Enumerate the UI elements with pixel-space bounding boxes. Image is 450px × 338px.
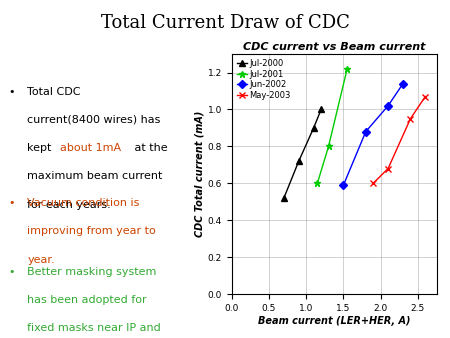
Text: fixed masks near IP and: fixed masks near IP and bbox=[27, 323, 161, 333]
Jul-2001 bbox=[326, 144, 331, 148]
Jul-2000 bbox=[281, 196, 287, 200]
Line: May-2003: May-2003 bbox=[370, 93, 428, 187]
X-axis label: Beam current (LER+HER, A): Beam current (LER+HER, A) bbox=[258, 316, 410, 325]
Y-axis label: CDC Total current (mA): CDC Total current (mA) bbox=[195, 111, 205, 237]
Text: •: • bbox=[9, 267, 15, 276]
Jul-2001 bbox=[315, 181, 320, 185]
Text: Better masking system: Better masking system bbox=[27, 267, 157, 276]
Jul-2000 bbox=[311, 126, 316, 130]
May-2003 bbox=[423, 95, 428, 99]
Jun-2002 bbox=[400, 81, 406, 86]
Text: year.: year. bbox=[27, 255, 55, 265]
Jun-2002 bbox=[363, 129, 369, 134]
Text: maximum beam current: maximum beam current bbox=[27, 171, 163, 182]
May-2003 bbox=[408, 117, 413, 121]
Text: for each years.: for each years. bbox=[27, 200, 111, 210]
Jul-2001 bbox=[344, 67, 350, 71]
May-2003 bbox=[370, 181, 376, 185]
Jul-2000 bbox=[319, 107, 324, 112]
Line: Jun-2002: Jun-2002 bbox=[340, 80, 406, 188]
Text: Total Current Draw of CDC: Total Current Draw of CDC bbox=[100, 14, 350, 31]
Text: Total CDC: Total CDC bbox=[27, 87, 81, 97]
Text: •: • bbox=[9, 198, 15, 208]
Text: at the: at the bbox=[131, 143, 168, 153]
Text: •: • bbox=[9, 87, 15, 97]
Legend: Jul-2000, Jul-2001, Jun-2002, May-2003: Jul-2000, Jul-2001, Jun-2002, May-2003 bbox=[236, 58, 292, 101]
Text: improving from year to: improving from year to bbox=[27, 226, 156, 237]
Line: Jul-2001: Jul-2001 bbox=[314, 66, 350, 187]
Text: current(8400 wires) has: current(8400 wires) has bbox=[27, 115, 161, 125]
Text: has been adopted for: has been adopted for bbox=[27, 295, 147, 305]
Jul-2000 bbox=[296, 159, 302, 163]
Text: about 1mA: about 1mA bbox=[60, 143, 122, 153]
May-2003 bbox=[385, 167, 391, 171]
Line: Jul-2000: Jul-2000 bbox=[281, 106, 324, 201]
Text: Vacuum condition is: Vacuum condition is bbox=[27, 198, 140, 208]
Jun-2002 bbox=[341, 183, 346, 187]
Text: kept: kept bbox=[27, 143, 55, 153]
Title: CDC current vs Beam current: CDC current vs Beam current bbox=[243, 42, 425, 52]
Jun-2002 bbox=[385, 104, 391, 108]
